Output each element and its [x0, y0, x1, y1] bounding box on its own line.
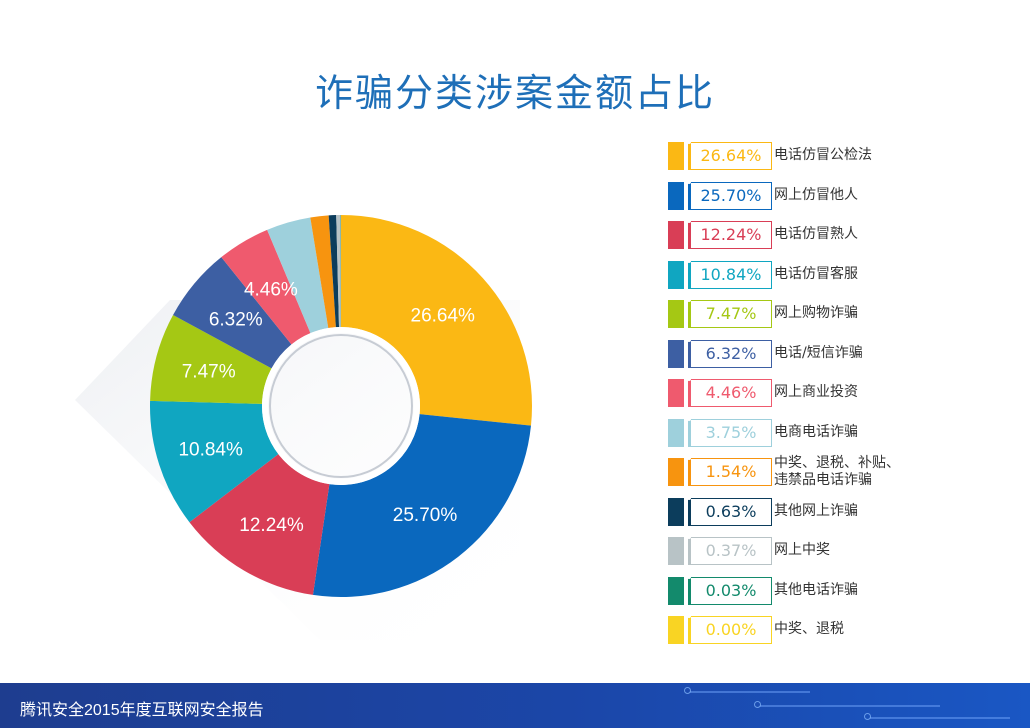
circuit-dot	[684, 687, 691, 694]
legend-label: 电商电话诈骗	[774, 423, 858, 440]
legend-item: 1.54% 中奖、退税、补贴、 违禁品电话诈骗	[668, 455, 968, 498]
legend-label: 其他网上诈骗	[774, 502, 858, 519]
pie-slice	[336, 215, 341, 328]
legend-percent: 0.63%	[687, 495, 772, 526]
legend-swatch	[668, 260, 684, 289]
legend-label: 网上中奖	[774, 542, 830, 558]
circuit-line	[870, 717, 1010, 719]
legend-swatch	[668, 458, 684, 486]
circuit-dot	[754, 701, 761, 708]
footer-text: 腾讯安全2015年度互联网安全报告	[20, 702, 264, 719]
legend-percent: 7.47%	[687, 298, 772, 328]
legend-label: 其他电话诈骗	[774, 581, 858, 598]
pie-slice	[150, 400, 279, 523]
legend-percent: 0.37%	[687, 535, 772, 565]
legend-swatch	[668, 339, 684, 368]
legend-item: 12.24% 电话仿冒熟人	[668, 219, 968, 261]
legend-swatch	[668, 181, 684, 210]
legend-item: 7.47% 网上购物诈骗	[668, 298, 968, 340]
page-title: 诈骗分类涉案金额占比	[314, 71, 715, 115]
legend-swatch	[668, 576, 684, 605]
inner-ring-line	[269, 334, 413, 478]
legend-item: 10.84% 电话仿冒客服	[668, 258, 968, 301]
legend-label: 网上商业投资	[774, 384, 858, 400]
legend-label: 网上仿冒他人	[774, 186, 858, 203]
pie-slice	[189, 454, 330, 595]
slice-label: 7.47%	[182, 362, 236, 383]
inner-ring	[262, 327, 420, 485]
legend-percent: 0.03%	[687, 574, 772, 605]
legend-swatch	[668, 379, 684, 407]
legend-item: 26.64% 电话仿冒公检法	[668, 140, 968, 182]
legend-item: 0.00% 中奖、退税	[668, 614, 968, 656]
legend-item: 0.63% 其他网上诈骗	[668, 495, 968, 538]
legend-percent: 1.54%	[687, 456, 772, 486]
legend-label: 网上购物诈骗	[774, 305, 858, 321]
legend-swatch	[668, 300, 684, 328]
legend-item: 0.37% 网上中奖	[668, 535, 968, 577]
pie-slice	[310, 215, 336, 329]
pie-slice	[221, 229, 311, 345]
legend-label: 中奖、退税、补贴、 违禁品电话诈骗	[774, 455, 900, 488]
legend-swatch	[668, 142, 684, 170]
legend-percent: 6.32%	[687, 337, 772, 368]
slice-label: 25.70%	[393, 505, 458, 526]
pie-slice	[341, 215, 532, 426]
legend-percent: 10.84%	[687, 258, 772, 289]
slice-label: 26.64%	[411, 305, 476, 326]
slice-label: 4.46%	[244, 279, 298, 300]
legend-percent: 0.00%	[687, 614, 772, 644]
legend-swatch	[668, 616, 684, 644]
legend-label: 电话仿冒公检法	[774, 147, 872, 163]
slices-group	[150, 215, 532, 598]
legend-percent: 3.75%	[687, 416, 772, 447]
legend-percent: 26.64%	[687, 140, 772, 170]
slice-label: 10.84%	[178, 439, 243, 460]
legend-swatch	[668, 497, 684, 526]
donut-chart: 26.64% 25.70% 12.24% 10.84% 7.47% 6.32% 4.46%	[75, 215, 532, 640]
circuit-line	[690, 691, 810, 693]
legend-label: 电话/短信诈骗	[774, 344, 863, 361]
legend-swatch	[668, 221, 684, 249]
legend-swatch	[668, 418, 684, 447]
legend-item: 3.75% 电商电话诈骗	[668, 416, 968, 459]
circuit-line	[760, 705, 940, 707]
slice-labels: 26.64% 25.70% 12.24% 10.84% 7.47% 6.32% 4.46%	[178, 279, 475, 536]
pie-slice	[150, 315, 272, 404]
legend-item: 6.32% 电话/短信诈骗	[668, 337, 968, 380]
circuit-dot	[864, 713, 871, 720]
legend-label: 中奖、退税	[774, 621, 844, 637]
legend-label: 电话仿冒熟人	[774, 226, 858, 242]
footer-bar: 腾讯安全2015年度互联网安全报告	[0, 683, 1030, 728]
legend-item: 25.70% 网上仿冒他人	[668, 179, 968, 222]
slice-label: 12.24%	[239, 515, 304, 536]
legend-item: 4.46% 网上商业投资	[668, 377, 968, 419]
pie-slice	[328, 215, 340, 328]
legend-swatch	[668, 537, 684, 565]
legend-label: 电话仿冒客服	[774, 265, 858, 282]
pie-slice	[267, 217, 329, 334]
legend-percent: 25.70%	[687, 179, 772, 210]
legend-item: 0.03% 其他电话诈骗	[668, 574, 968, 617]
legend-percent: 12.24%	[687, 219, 772, 249]
pie-slice	[173, 257, 292, 369]
pie-slice	[312, 414, 531, 598]
legend-percent: 4.46%	[687, 377, 772, 407]
slice-label: 6.32%	[209, 309, 263, 330]
legend: 26.64% 电话仿冒公检法 25.70% 网上仿冒他人 12.24% 电话仿冒熟人 10.…	[668, 140, 968, 656]
